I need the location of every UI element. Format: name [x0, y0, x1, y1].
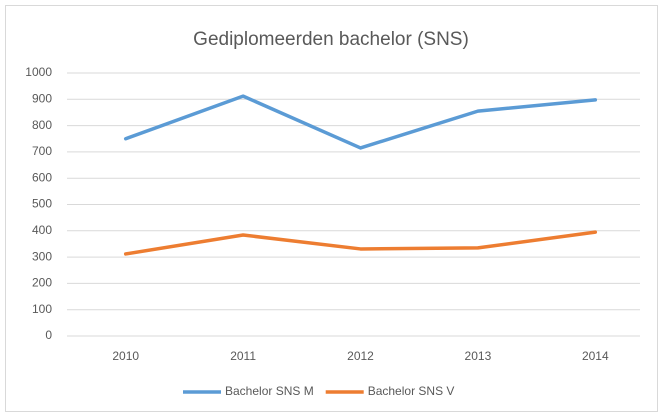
legend-label: Bachelor SNS V [368, 384, 455, 398]
y-tick-label: 200 [32, 276, 52, 290]
x-tick-label: 2013 [465, 349, 492, 363]
y-tick-label: 100 [32, 302, 52, 316]
line-series [123, 230, 598, 256]
y-tick-label: 1000 [25, 65, 52, 79]
x-tick-label: 2011 [230, 349, 256, 363]
x-tick-label: 2014 [582, 349, 609, 363]
y-tick-label: 800 [32, 118, 52, 132]
legend-label: Bachelor SNS M [225, 384, 314, 398]
chart-border [5, 5, 658, 412]
y-tick-label: 600 [32, 170, 52, 184]
line-series [123, 94, 598, 150]
y-tick-label: 900 [32, 91, 52, 105]
y-tick-label: 700 [32, 144, 52, 158]
y-tick-label: 400 [32, 223, 52, 237]
x-tick-label: 2010 [112, 349, 139, 363]
y-tick-label: 500 [32, 197, 52, 211]
y-tick-label: 300 [32, 249, 52, 263]
chart-title: Gediplomeerden bachelor (SNS) [193, 29, 469, 50]
x-tick-label: 2012 [347, 349, 374, 363]
y-tick-label: 0 [45, 328, 52, 342]
